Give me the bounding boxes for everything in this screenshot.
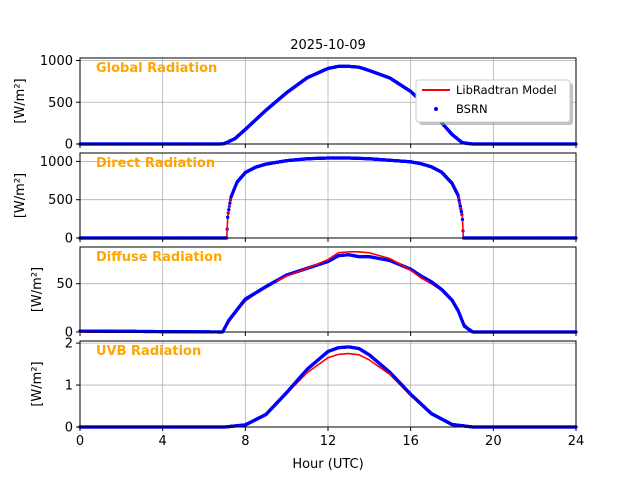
y-tick-label: 50 (56, 277, 73, 292)
bsrn-point (230, 192, 234, 196)
bsrn-series-overlay (78, 156, 578, 240)
bsrn-point (458, 204, 462, 208)
bsrn-point (226, 215, 230, 219)
y-tick-label: 500 (48, 96, 73, 111)
y-tick-label: 500 (48, 193, 73, 208)
bsrn-point (458, 314, 462, 318)
bsrn-point (229, 195, 233, 199)
bsrn-point (460, 319, 465, 323)
panel-title: Diffuse Radiation (96, 250, 222, 265)
panel-diffuse-radiation: 050[W/m²]Diffuse Radiation (30, 246, 578, 341)
y-tick-label: 0 (65, 138, 73, 153)
bsrn-point (457, 198, 461, 203)
bsrn-point (273, 279, 277, 284)
y-axis-label: [W/m²] (13, 173, 28, 218)
bsrn-point (233, 184, 238, 188)
bsrn-point (457, 311, 461, 315)
bsrn-point (456, 193, 460, 197)
panel-title: Direct Radiation (96, 156, 215, 171)
figure-title: 2025-10-09 (290, 38, 366, 53)
panel-global-radiation: 0 500 1000 [W/m²] Global Radiation (13, 54, 578, 153)
y-tick-label: 0 (65, 232, 73, 247)
bsrn-point (459, 317, 463, 321)
panel-direct-radiation: 0 500 1000 [W/m²] Direct Radiation (13, 152, 578, 247)
bsrn-point (460, 217, 465, 222)
bsrn-point (228, 201, 232, 205)
y-tick-label: 1000 (40, 155, 73, 170)
y-tick-label: 1000 (40, 54, 73, 69)
y-axis-label: [W/m²] (13, 78, 28, 123)
panel-title: Global Radiation (96, 61, 217, 76)
bsrn-point (227, 208, 231, 212)
y-axis-label: [W/m²] (30, 267, 45, 312)
bsrn-point (459, 210, 463, 214)
bsrn-point (231, 190, 235, 194)
bsrn-point (232, 187, 236, 191)
